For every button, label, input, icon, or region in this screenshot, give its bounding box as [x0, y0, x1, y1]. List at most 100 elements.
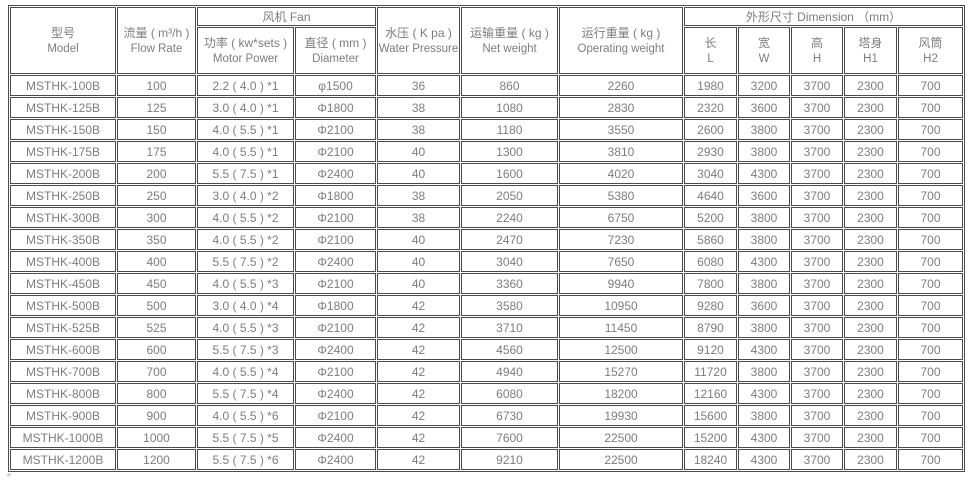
table-row: MSTHK-200B 200 5.5 ( 7.5 ) *1 Φ2400 40 1600 40… [10, 163, 964, 184]
col-header-fan-cylinder-h2-en: H2 [923, 52, 938, 65]
cell-tower_h1: 2300 [844, 273, 898, 294]
cell-length_l: 6080 [684, 251, 738, 272]
cell-net_weight: 6730 [461, 405, 559, 426]
cell-motor_power: 3.0 ( 4.0 ) *2 [197, 185, 294, 206]
cell-net_weight: 6080 [461, 383, 559, 404]
cell-flow_rate: 250 [117, 185, 196, 206]
cell-motor_power: 4.0 ( 5.5 ) *1 [197, 141, 294, 162]
cell-motor_power: 5.5 ( 7.5 ) *1 [197, 163, 294, 184]
table-row: MSTHK-250B 250 3.0 ( 4.0 ) *2 Φ1800 38 2050 53… [10, 185, 964, 206]
cell-flow_rate: 525 [117, 317, 196, 338]
cell-flow_rate: 500 [117, 295, 196, 316]
col-header-net-weight-en: Net weight [482, 42, 537, 55]
cell-operating_weight: 22500 [559, 427, 684, 448]
cell-diameter: Φ2100 [295, 119, 377, 140]
cell-model: MSTHK-200B [10, 163, 116, 184]
cell-flow_rate: 100 [117, 75, 196, 96]
cell-model: MSTHK-800B [10, 383, 116, 404]
col-header-tower-h1: 塔身 H1 [844, 27, 898, 74]
cell-diameter: Φ2100 [295, 207, 377, 228]
cell-flow_rate: 900 [117, 405, 196, 426]
cell-motor_power: 4.0 ( 5.5 ) *4 [197, 361, 294, 382]
col-header-width-w-en: W [758, 52, 770, 65]
cell-tower_h1: 2300 [844, 427, 898, 448]
cell-net_weight: 2470 [461, 229, 559, 250]
cell-operating_weight: 2260 [559, 75, 684, 96]
cell-width_w: 4300 [738, 427, 791, 448]
cell-water_pressure: 42 [377, 405, 461, 426]
cell-model: MSTHK-350B [10, 229, 116, 250]
cell-motor_power: 4.0 ( 5.5 ) *3 [197, 273, 294, 294]
cell-height_h: 3700 [791, 229, 844, 250]
cell-flow_rate: 700 [117, 361, 196, 382]
cell-height_h: 3700 [791, 97, 844, 118]
cell-operating_weight: 11450 [559, 317, 684, 338]
cell-fan_cylinder_h2: 700 [898, 339, 964, 360]
cell-fan_cylinder_h2: 700 [898, 141, 964, 162]
col-header-diameter: 直径 ( mm ) Diameter [295, 27, 377, 74]
cell-flow_rate: 450 [117, 273, 196, 294]
cell-width_w: 4300 [738, 163, 791, 184]
cell-tower_h1: 2300 [844, 185, 898, 206]
cell-diameter: Φ2100 [295, 141, 377, 162]
cell-diameter: Φ2100 [295, 405, 377, 426]
cell-diameter: Φ2100 [295, 273, 377, 294]
cell-tower_h1: 2300 [844, 75, 898, 96]
table-row: MSTHK-500B 500 3.0 ( 4.0 ) *4 Φ1800 42 3580 10… [10, 295, 964, 316]
cell-fan_cylinder_h2: 700 [898, 383, 964, 404]
cell-flow_rate: 400 [117, 251, 196, 272]
cell-length_l: 11720 [684, 361, 738, 382]
cell-length_l: 15200 [684, 427, 738, 448]
cell-width_w: 3800 [738, 405, 791, 426]
cell-tower_h1: 2300 [844, 295, 898, 316]
header-row-subcolumns: 功率 ( kw*sets ) Motor Power 直径 ( mm ) Dia… [10, 27, 964, 74]
table-row: MSTHK-150B 150 4.0 ( 5.5 ) *1 Φ2100 38 1180 35… [10, 119, 964, 140]
table-row: MSTHK-300B 300 4.0 ( 5.5 ) *2 Φ2100 38 2240 67… [10, 207, 964, 228]
cell-length_l: 2930 [684, 141, 738, 162]
cell-operating_weight: 9940 [559, 273, 684, 294]
cell-length_l: 1980 [684, 75, 738, 96]
col-header-height-h: 高 H [791, 27, 844, 74]
cell-height_h: 3700 [791, 163, 844, 184]
cell-height_h: 3700 [791, 141, 844, 162]
cell-water_pressure: 38 [377, 207, 461, 228]
cell-fan_cylinder_h2: 700 [898, 405, 964, 426]
cell-width_w: 4300 [738, 449, 791, 470]
cell-fan_cylinder_h2: 700 [898, 273, 964, 294]
cell-net_weight: 4940 [461, 361, 559, 382]
cell-motor_power: 5.5 ( 7.5 ) *4 [197, 383, 294, 404]
cell-water_pressure: 38 [377, 185, 461, 206]
table-row: MSTHK-400B 400 5.5 ( 7.5 ) *2 Φ2400 40 3040 76… [10, 251, 964, 272]
cell-operating_weight: 7230 [559, 229, 684, 250]
col-header-water-pressure-zh: 水压 ( K pa ) [385, 25, 452, 40]
cell-operating_weight: 12500 [559, 339, 684, 360]
col-header-operating-weight-en: Operating weight [577, 42, 665, 55]
cell-length_l: 5860 [684, 229, 738, 250]
cell-flow_rate: 150 [117, 119, 196, 140]
cell-model: MSTHK-100B [10, 75, 116, 96]
cell-net_weight: 3580 [461, 295, 559, 316]
cell-fan_cylinder_h2: 700 [898, 427, 964, 448]
cell-flow_rate: 300 [117, 207, 196, 228]
cell-net_weight: 4560 [461, 339, 559, 360]
col-header-height-h-en: H [812, 52, 822, 65]
cell-length_l: 2320 [684, 97, 738, 118]
cell-model: MSTHK-175B [10, 141, 116, 162]
cell-tower_h1: 2300 [844, 361, 898, 382]
cell-water_pressure: 40 [377, 229, 461, 250]
cell-model: MSTHK-500B [10, 295, 116, 316]
table-row: MSTHK-1200B 1200 5.5 ( 7.5 ) *6 Φ2400 42 9210… [10, 449, 964, 470]
cell-motor_power: 4.0 ( 5.5 ) *3 [197, 317, 294, 338]
table-row: MSTHK-100B 100 2.2 ( 4.0 ) *1 φ1500 36 860 226… [10, 75, 964, 96]
cell-operating_weight: 2830 [559, 97, 684, 118]
cell-water_pressure: 42 [377, 317, 461, 338]
cell-tower_h1: 2300 [844, 405, 898, 426]
footnote-fragment: ″ [7, 472, 11, 484]
table-row: MSTHK-1000B 1000 5.5 ( 7.5 ) *5 Φ2400 42 7600… [10, 427, 964, 448]
cell-fan_cylinder_h2: 700 [898, 97, 964, 118]
cell-model: MSTHK-700B [10, 361, 116, 382]
cell-fan_cylinder_h2: 700 [898, 229, 964, 250]
cell-diameter: Φ2400 [295, 383, 377, 404]
cell-model: MSTHK-600B [10, 339, 116, 360]
cell-model: MSTHK-250B [10, 185, 116, 206]
